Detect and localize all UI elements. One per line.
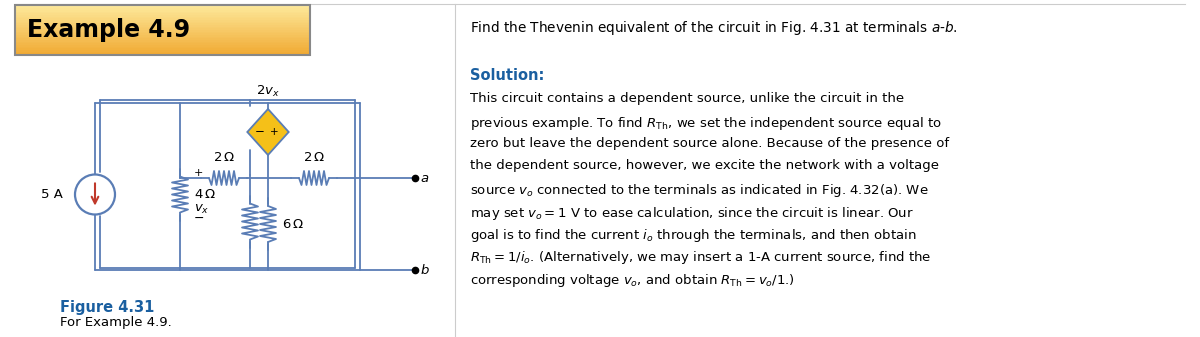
Bar [14, 20, 310, 22]
Bar [14, 47, 310, 49]
Text: Solution:: Solution: [470, 68, 545, 83]
Bar [14, 52, 310, 54]
Bar [14, 5, 310, 55]
Bar [14, 30, 310, 32]
Text: $b$: $b$ [420, 263, 430, 277]
Text: Figure 4.31: Figure 4.31 [60, 300, 155, 315]
Text: goal is to find the current $i_o$ through the terminals, and then obtain: goal is to find the current $i_o$ throug… [470, 227, 917, 244]
Bar [14, 43, 310, 45]
Text: Find the Thevenin equivalent of the circuit in Fig. 4.31 at terminals $a$-$b$.: Find the Thevenin equivalent of the circ… [470, 19, 958, 37]
Circle shape [74, 175, 115, 214]
Text: Example 4.9: Example 4.9 [28, 18, 190, 42]
Text: zero but leave the dependent source alone. Because of the presence of: zero but leave the dependent source alon… [470, 137, 949, 150]
Polygon shape [247, 109, 289, 155]
Text: 5 A: 5 A [41, 188, 64, 201]
Text: previous example. To find $R_{\rm Th}$, we set the independent source equal to: previous example. To find $R_{\rm Th}$, … [470, 115, 942, 131]
Text: may set $v_o = 1$ V to ease calculation, since the circuit is linear. Our: may set $v_o = 1$ V to ease calculation,… [470, 205, 914, 221]
Text: $v_x$: $v_x$ [194, 203, 209, 216]
Text: −: − [256, 125, 265, 139]
Text: source $v_o$ connected to the terminals as indicated in Fig. 4.32(a). We: source $v_o$ connected to the terminals … [470, 182, 929, 199]
Text: $4\,\Omega$: $4\,\Omega$ [194, 188, 216, 201]
Bar [14, 50, 310, 52]
Bar [14, 17, 310, 19]
Bar [14, 38, 310, 40]
Bar [14, 5, 310, 7]
Bar [14, 7, 310, 9]
Text: $6\,\Omega$: $6\,\Omega$ [282, 217, 305, 231]
Text: $2v_x$: $2v_x$ [256, 84, 280, 99]
Text: $R_{\rm Th} = 1/i_o$. (Alternatively, we may insert a 1-A current source, find t: $R_{\rm Th} = 1/i_o$. (Alternatively, we… [470, 249, 931, 267]
Bar [14, 10, 310, 12]
Bar [14, 23, 310, 26]
Bar [14, 32, 310, 34]
Bar [14, 48, 310, 51]
Bar [14, 35, 310, 37]
Bar [14, 15, 310, 17]
Bar [14, 27, 310, 29]
Bar [14, 18, 310, 21]
Text: $2\,\Omega$: $2\,\Omega$ [212, 151, 235, 164]
Bar [14, 33, 310, 35]
Bar [14, 42, 310, 44]
Text: This circuit contains a dependent source, unlike the circuit in the: This circuit contains a dependent source… [470, 92, 904, 105]
Bar [14, 37, 310, 39]
Text: −: − [194, 212, 204, 225]
Bar [14, 8, 310, 10]
Bar [14, 25, 310, 27]
Text: the dependent source, however, we excite the network with a voltage: the dependent source, however, we excite… [470, 159, 940, 173]
Text: corresponding voltage $v_o$, and obtain $R_{\rm Th} = v_o/1$.): corresponding voltage $v_o$, and obtain … [470, 272, 794, 289]
Text: $2\,\Omega$: $2\,\Omega$ [302, 151, 325, 164]
Bar [14, 13, 310, 16]
Text: +: + [194, 167, 203, 178]
Bar [14, 12, 310, 14]
Bar [14, 28, 310, 31]
Text: For Example 4.9.: For Example 4.9. [60, 316, 172, 329]
Text: +: + [270, 127, 278, 137]
Bar [14, 22, 310, 24]
Bar [14, 45, 310, 47]
Bar [14, 40, 310, 42]
Bar [14, 53, 310, 56]
Text: $a$: $a$ [420, 172, 430, 184]
